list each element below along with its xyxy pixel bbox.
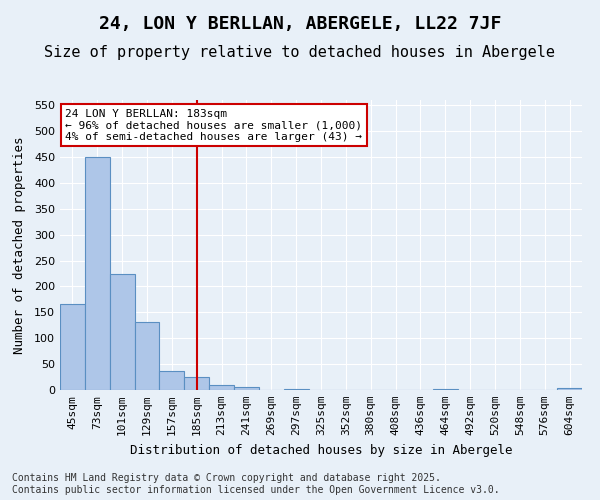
Bar — [184, 377, 209, 390]
Bar — [209, 385, 234, 390]
Y-axis label: Number of detached properties: Number of detached properties — [13, 136, 26, 354]
Text: Size of property relative to detached houses in Abergele: Size of property relative to detached ho… — [44, 45, 556, 60]
Bar — [234, 387, 259, 390]
X-axis label: Distribution of detached houses by size in Abergele: Distribution of detached houses by size … — [130, 444, 512, 456]
Bar — [160, 371, 184, 390]
Bar — [110, 274, 134, 390]
Text: 24, LON Y BERLLAN, ABERGELE, LL22 7JF: 24, LON Y BERLLAN, ABERGELE, LL22 7JF — [99, 15, 501, 33]
Text: 24 LON Y BERLLAN: 183sqm
← 96% of detached houses are smaller (1,000)
4% of semi: 24 LON Y BERLLAN: 183sqm ← 96% of detach… — [65, 108, 362, 142]
Bar — [60, 304, 85, 390]
Bar — [557, 388, 582, 390]
Bar — [134, 322, 160, 390]
Bar — [85, 157, 110, 390]
Text: Contains HM Land Registry data © Crown copyright and database right 2025.
Contai: Contains HM Land Registry data © Crown c… — [12, 474, 500, 495]
